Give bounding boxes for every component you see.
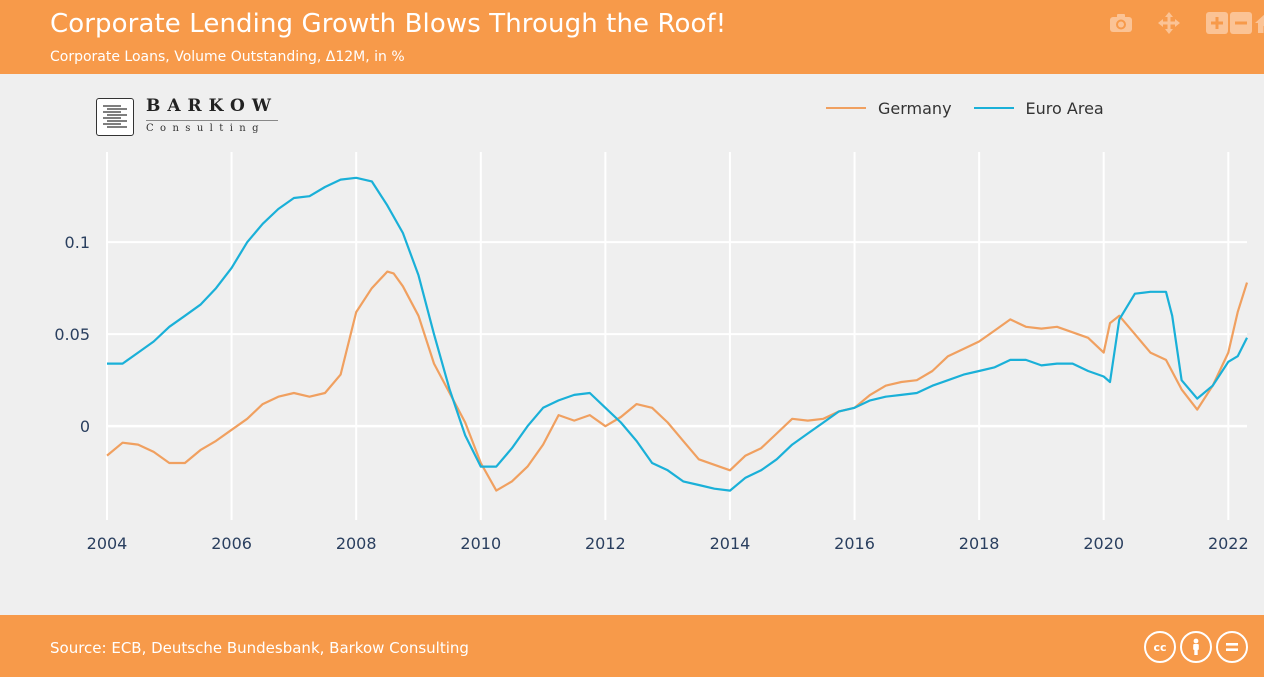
chart-footer: Source: ECB, Deutsche Bundesbank, Barkow… — [0, 615, 1264, 677]
zoom-in-icon[interactable] — [1204, 10, 1230, 36]
logo-name: BARKOW — [146, 96, 278, 116]
zoom-out-icon[interactable] — [1228, 10, 1254, 36]
source-note: Source: ECB, Deutsche Bundesbank, Barkow… — [50, 639, 469, 657]
pan-icon[interactable] — [1156, 10, 1182, 36]
x-tick-label: 2010 — [460, 534, 501, 553]
x-tick-label: 2006 — [211, 534, 252, 553]
cc-icon: cc — [1144, 631, 1176, 663]
series-line-germany — [106, 270, 1249, 492]
attribution-icon — [1180, 631, 1212, 663]
x-tick-label: 2012 — [585, 534, 626, 553]
legend-swatch-euro-area — [973, 107, 1014, 109]
chart-subtitle: Corporate Loans, Volume Outstanding, Δ12… — [50, 49, 405, 65]
x-tick-label: 2022 — [1208, 534, 1249, 553]
y-tick-label: 0.1 — [65, 233, 90, 252]
logo-divider — [146, 120, 278, 121]
chart-legend: Germany Euro Area — [826, 96, 1126, 120]
logo-subtitle: Consulting — [146, 123, 265, 134]
legend-item-germany[interactable]: Germany — [826, 99, 952, 118]
camera-icon[interactable] — [1108, 10, 1134, 36]
modebar — [1054, 10, 1264, 36]
license-badges: cc — [1144, 631, 1248, 663]
x-tick-label: 2014 — [710, 534, 751, 553]
x-tick-label: 2020 — [1083, 534, 1124, 553]
legend-item-euro-area[interactable]: Euro Area — [973, 98, 1104, 118]
y-tick-label: 0.05 — [54, 325, 90, 344]
x-tick-label: 2008 — [336, 534, 377, 553]
x-tick-label: 2018 — [959, 534, 1000, 553]
series-line-euro-area — [107, 176, 1248, 492]
chart-header: Corporate Lending Growth Blows Through t… — [0, 0, 1264, 74]
no-derivatives-icon — [1216, 631, 1248, 663]
home-icon[interactable] — [1254, 10, 1264, 36]
legend-label-euro-area: Euro Area — [1025, 98, 1104, 118]
legend-swatch-germany — [826, 107, 866, 109]
x-tick-label: 2016 — [834, 534, 875, 553]
x-tick-label: 2004 — [87, 534, 128, 553]
barkow-logo: BARKOW Consulting — [96, 96, 286, 140]
chart-title: Corporate Lending Growth Blows Through t… — [50, 9, 727, 39]
logo-mark — [96, 98, 134, 136]
y-tick-label: 0 — [80, 417, 90, 436]
legend-label-germany: Germany — [878, 98, 952, 118]
